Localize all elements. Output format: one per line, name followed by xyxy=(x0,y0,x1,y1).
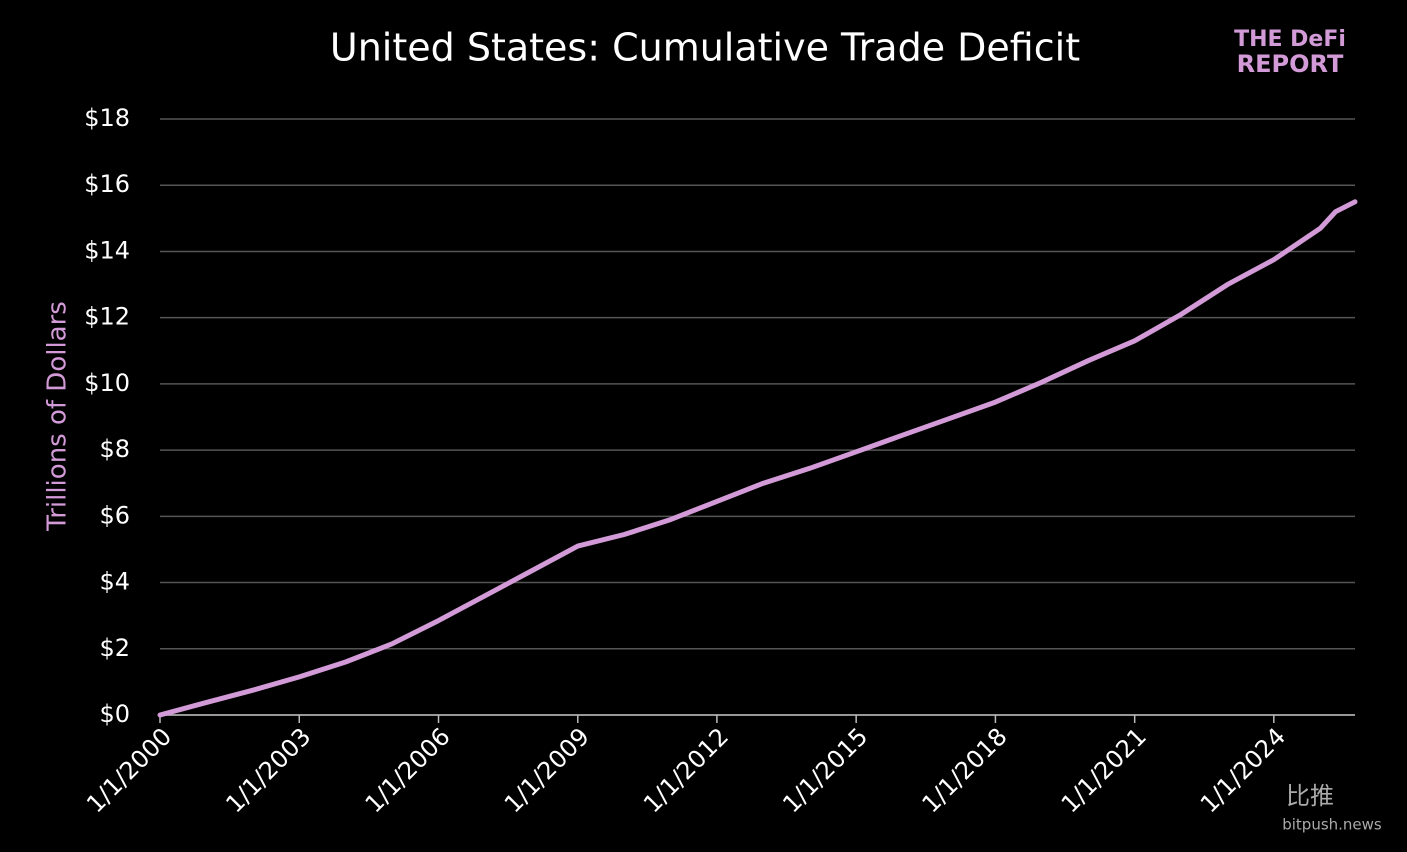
y-tick-label: $4 xyxy=(99,568,130,596)
watermark: 比推 xyxy=(1286,782,1334,810)
y-tick-label: $12 xyxy=(84,303,130,331)
y-tick-label: $2 xyxy=(99,634,130,662)
y-tick-label: $8 xyxy=(99,435,130,463)
watermark: bitpush.news xyxy=(1282,816,1382,834)
y-tick-label: $0 xyxy=(99,700,130,728)
logo: THE DeFi xyxy=(1234,27,1346,52)
chart-title: United States: Cumulative Trade Deficit xyxy=(330,26,1080,70)
y-tick-label: $6 xyxy=(99,501,130,529)
data-line xyxy=(157,199,1358,718)
y-tick-label: $16 xyxy=(84,170,130,198)
y-axis-label: Trillions of Dollars xyxy=(43,301,73,532)
logo: REPORT xyxy=(1237,50,1344,78)
y-tick-label: $14 xyxy=(84,236,130,264)
y-tick-label: $18 xyxy=(84,104,130,132)
y-tick-label: $10 xyxy=(84,369,130,397)
